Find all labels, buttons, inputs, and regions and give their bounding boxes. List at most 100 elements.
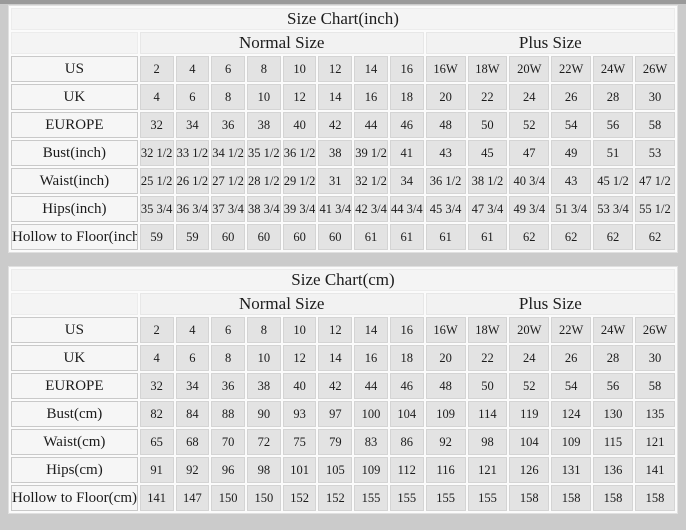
size-value-cell: 131 bbox=[551, 457, 592, 483]
size-value-cell: 135 bbox=[634, 401, 675, 427]
size-value-cell: 36 3/4 bbox=[175, 196, 210, 222]
size-value-cell: 124 bbox=[551, 401, 592, 427]
row-label: Hollow to Floor(inch) bbox=[11, 224, 138, 250]
size-value-cell: 16W bbox=[425, 317, 466, 343]
size-value-cell: 42 bbox=[318, 112, 353, 138]
size-value-cell: 6 bbox=[211, 317, 245, 343]
table-row: EUROPE 32 34 36 38 40 42 44 46 48 50 52 54 56 58 bbox=[11, 373, 675, 399]
size-value-cell: 44 bbox=[354, 112, 388, 138]
size-group-header-row: Normal Size Plus Size bbox=[11, 32, 675, 54]
size-value-cell: 114 bbox=[467, 401, 508, 427]
size-value-cell: 62 bbox=[509, 224, 550, 250]
size-value-cell: 116 bbox=[425, 457, 466, 483]
size-value-cell: 47 bbox=[509, 140, 550, 166]
table-row: EUROPE 32 34 36 38 40 42 44 46 48 50 52 54 56 58 bbox=[11, 112, 675, 138]
table-title: Size Chart(inch) bbox=[11, 8, 675, 30]
size-value-cell: 26 bbox=[551, 84, 592, 110]
size-value-cell: 33 1/2 bbox=[175, 140, 210, 166]
size-value-cell: 8 bbox=[211, 84, 245, 110]
size-value-cell: 61 bbox=[425, 224, 466, 250]
table-title: Size Chart(cm) bbox=[11, 269, 675, 291]
size-value-cell: 152 bbox=[282, 485, 317, 511]
size-value-cell: 20 bbox=[425, 84, 466, 110]
size-value-cell: 26 bbox=[551, 345, 592, 371]
size-value-cell: 39 3/4 bbox=[282, 196, 317, 222]
size-chart-page: Size Chart(inch) Normal Size Plus Size U… bbox=[0, 4, 686, 514]
size-value-cell: 43 bbox=[551, 168, 592, 194]
size-value-cell: 121 bbox=[634, 429, 675, 455]
table-row: Bust(inch) 32 1/2 33 1/2 34 1/2 35 1/2 36 1/2… bbox=[11, 140, 675, 166]
size-value-cell: 16 bbox=[354, 345, 388, 371]
size-value-cell: 141 bbox=[634, 457, 675, 483]
size-value-cell: 147 bbox=[175, 485, 210, 511]
size-value-cell: 4 bbox=[175, 56, 210, 82]
size-value-cell: 62 bbox=[593, 224, 633, 250]
size-value-cell: 46 bbox=[389, 373, 424, 399]
size-value-cell: 18W bbox=[467, 56, 508, 82]
size-value-cell: 27 1/2 bbox=[211, 168, 245, 194]
row-label: US bbox=[11, 317, 138, 343]
size-value-cell: 112 bbox=[389, 457, 424, 483]
size-value-cell: 150 bbox=[211, 485, 245, 511]
size-value-cell: 158 bbox=[509, 485, 550, 511]
size-value-cell: 93 bbox=[282, 401, 317, 427]
size-value-cell: 34 1/2 bbox=[211, 140, 245, 166]
size-value-cell: 47 3/4 bbox=[467, 196, 508, 222]
table-row: Waist(cm) 65 68 70 72 75 79 83 86 92 98 104 109 115 12… bbox=[11, 429, 675, 455]
size-value-cell: 150 bbox=[246, 485, 281, 511]
size-value-cell: 36 bbox=[211, 373, 245, 399]
plus-size-header: Plus Size bbox=[425, 293, 675, 315]
size-value-cell: 96 bbox=[211, 457, 245, 483]
size-value-cell: 52 bbox=[509, 373, 550, 399]
size-value-cell: 98 bbox=[246, 457, 281, 483]
size-value-cell: 115 bbox=[593, 429, 633, 455]
normal-size-header: Normal Size bbox=[139, 293, 424, 315]
size-value-cell: 155 bbox=[389, 485, 424, 511]
size-value-cell: 2 bbox=[139, 317, 174, 343]
size-value-cell: 40 bbox=[282, 373, 317, 399]
size-value-cell: 40 3/4 bbox=[509, 168, 550, 194]
size-value-cell: 90 bbox=[246, 401, 281, 427]
size-value-cell: 41 3/4 bbox=[318, 196, 353, 222]
size-value-cell: 38 1/2 bbox=[467, 168, 508, 194]
size-value-cell: 18 bbox=[389, 345, 424, 371]
table-row: Hollow to Floor(cm) 141 147 150 150 152 152 155… bbox=[11, 485, 675, 511]
row-label: US bbox=[11, 56, 138, 82]
window-top-edge bbox=[0, 0, 686, 4]
size-value-cell: 68 bbox=[175, 429, 210, 455]
row-label: Bust(inch) bbox=[11, 140, 138, 166]
size-value-cell: 92 bbox=[425, 429, 466, 455]
size-value-cell: 24W bbox=[593, 56, 633, 82]
size-value-cell: 48 bbox=[425, 112, 466, 138]
size-value-cell: 22 bbox=[467, 345, 508, 371]
size-value-cell: 104 bbox=[509, 429, 550, 455]
size-value-cell: 12 bbox=[282, 345, 317, 371]
table-row: Hollow to Floor(inch) 59 59 60 60 60 60 61 61 61 6… bbox=[11, 224, 675, 250]
size-value-cell: 60 bbox=[318, 224, 353, 250]
size-value-cell: 58 bbox=[634, 112, 675, 138]
size-value-cell: 104 bbox=[389, 401, 424, 427]
size-value-cell: 44 3/4 bbox=[389, 196, 424, 222]
size-value-cell: 35 1/2 bbox=[246, 140, 281, 166]
size-value-cell: 32 bbox=[139, 112, 174, 138]
size-value-cell: 25 1/2 bbox=[139, 168, 174, 194]
size-value-cell: 18 bbox=[389, 84, 424, 110]
size-value-cell: 26W bbox=[634, 56, 675, 82]
size-value-cell: 72 bbox=[246, 429, 281, 455]
size-value-cell: 42 bbox=[318, 373, 353, 399]
normal-size-header: Normal Size bbox=[139, 32, 424, 54]
size-value-cell: 14 bbox=[318, 84, 353, 110]
corner-cell bbox=[11, 32, 138, 54]
size-value-cell: 12 bbox=[318, 56, 353, 82]
size-value-cell: 2 bbox=[139, 56, 174, 82]
size-value-cell: 59 bbox=[175, 224, 210, 250]
size-value-cell: 136 bbox=[593, 457, 633, 483]
size-value-cell: 61 bbox=[389, 224, 424, 250]
size-value-cell: 28 bbox=[593, 345, 633, 371]
size-value-cell: 49 bbox=[551, 140, 592, 166]
size-value-cell: 86 bbox=[389, 429, 424, 455]
size-value-cell: 40 bbox=[282, 112, 317, 138]
size-value-cell: 28 1/2 bbox=[246, 168, 281, 194]
table-row: Bust(cm) 82 84 88 90 93 97 100 104 109 114 119 124 13… bbox=[11, 401, 675, 427]
size-value-cell: 38 bbox=[246, 112, 281, 138]
